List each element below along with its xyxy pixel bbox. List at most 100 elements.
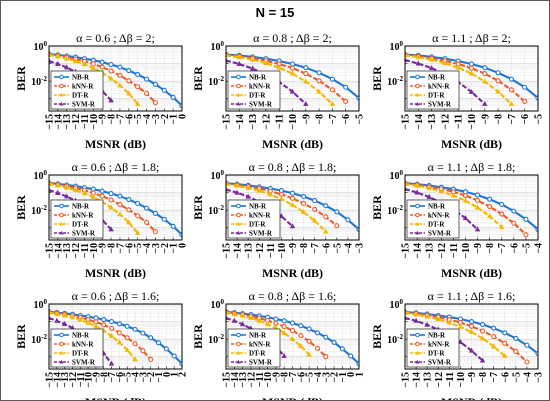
data-point-knn-r [99, 64, 105, 70]
data-point-dt-r [502, 352, 508, 358]
data-point-nb-r [511, 208, 517, 214]
legend-label-nb-r: NB-R [428, 332, 446, 340]
data-point-dt-r [490, 343, 497, 349]
data-point-dt-r [508, 100, 515, 106]
legend-marker-knn-r [59, 212, 64, 218]
x-tick-label: −7 [489, 372, 500, 383]
data-point-svm-r [226, 314, 229, 320]
chart-6: −15 −14 −13 −12 −11 −10 −9 −8 −7 −6 −5 −4 100 10-2 α =… [370, 160, 545, 280]
data-point-dt-r [298, 343, 304, 349]
x-axis-label: MSNR (dB) [262, 266, 323, 280]
chart-title: α = 0.6 ; Δβ = 1.8; [72, 160, 160, 174]
data-point-knn-r [126, 207, 132, 213]
x-tick-label: −7 [288, 372, 299, 383]
data-point-knn-r [482, 71, 488, 77]
x-tick-label: −6 [124, 243, 135, 254]
x-tick-label: −13 [425, 243, 436, 259]
data-point-dt-r [482, 78, 488, 84]
data-point-nb-r [312, 198, 318, 204]
x-tick-label: −12 [261, 114, 272, 130]
x-tick-label: 0 [346, 372, 357, 377]
data-point-knn-r [132, 341, 138, 347]
legend-label-svm-r: SVM-R [72, 359, 96, 367]
data-point-knn-r [143, 90, 150, 96]
legend-marker-dt-r [415, 221, 420, 226]
y-tick-label: 10-2 [31, 204, 47, 217]
data-point-dt-r [72, 187, 79, 193]
y-axis-label: BER [14, 66, 28, 91]
x-tick-label: −3 [534, 372, 545, 383]
data-point-dt-r [303, 78, 309, 84]
x-tick-label: −15 [222, 243, 233, 259]
data-point-nb-r [329, 76, 335, 82]
data-point-knn-r [323, 354, 329, 360]
x-tick-label: −2 [160, 243, 171, 254]
data-point-knn-r [140, 348, 146, 354]
legend-marker-svm-r [59, 359, 64, 364]
data-point-svm-r [474, 226, 481, 232]
data-point-svm-r [415, 60, 422, 66]
y-axis-label: BER [370, 195, 384, 220]
data-point-nb-r [117, 193, 123, 199]
x-tick-label: −5 [123, 372, 134, 383]
data-point-dt-r [329, 100, 336, 106]
y-tick-label: 10-2 [208, 204, 224, 217]
data-point-dt-r [134, 100, 141, 106]
data-point-dt-r [69, 314, 76, 320]
x-tick-label: −15 [401, 243, 412, 259]
data-point-nb-r [163, 346, 169, 352]
data-point-knn-r [99, 193, 105, 199]
x-axis-label: MSNR (dB) [441, 266, 502, 280]
data-point-dt-r [479, 335, 486, 341]
data-point-svm-r [49, 57, 52, 63]
data-point-dt-r [234, 182, 240, 188]
data-point-dt-r [256, 317, 262, 323]
data-point-dt-r [108, 333, 115, 338]
x-tick-label: −5 [355, 114, 366, 125]
data-point-knn-r [499, 211, 505, 217]
data-point-svm-r [49, 314, 52, 320]
data-point-nb-r [143, 205, 150, 211]
data-point-nb-r [482, 65, 488, 71]
legend-marker-knn-r [236, 83, 241, 89]
data-point-dt-r [239, 312, 246, 318]
data-point-nb-r [523, 216, 529, 222]
data-point-nb-r [281, 318, 287, 324]
x-tick-label: −3 [151, 243, 162, 254]
x-tick-label: −6 [509, 243, 520, 254]
x-tick-label: −9 [473, 243, 484, 254]
data-point-svm-r [239, 321, 246, 327]
x-tick-label: −7 [328, 114, 339, 125]
data-point-nb-r [135, 71, 141, 78]
data-point-dt-r [90, 194, 97, 200]
data-point-dt-r [64, 55, 70, 61]
x-tick-label: −2 [330, 372, 341, 383]
legend-label-svm-r: SVM-R [72, 230, 96, 238]
x-tick-label: 1 [355, 372, 366, 377]
data-point-knn-r [312, 206, 318, 212]
data-point-dt-r [117, 211, 123, 217]
data-point-dt-r [61, 312, 68, 318]
legend-marker-knn-r [59, 341, 64, 347]
x-tick-label: −14 [53, 114, 64, 130]
chart-title: α = 0.6 ; Δβ = 2; [76, 31, 155, 45]
x-tick-label: −9 [271, 372, 282, 383]
data-point-dt-r [226, 309, 229, 315]
data-point-dt-r [77, 316, 84, 322]
data-point-dt-r [413, 311, 419, 317]
data-point-nb-r [161, 216, 167, 222]
x-tick-label: −5 [521, 243, 532, 254]
y-tick-label: 10-2 [208, 75, 224, 88]
x-tick-label: 1 [170, 372, 181, 377]
data-point-nb-r [273, 316, 279, 322]
x-tick-label: −14 [230, 372, 241, 388]
data-point-knn-r [508, 87, 514, 93]
data-point-nb-r [152, 81, 158, 87]
chart-2: −15 −14 −13 −12 −11 −10 −9 −8 −7 −6 −5 100 10-2 α = 0… [191, 31, 366, 151]
x-tick-label: −15 [401, 114, 412, 130]
x-tick-label: −9 [288, 243, 299, 254]
data-point-knn-r [474, 197, 481, 203]
x-tick-label: −5 [534, 114, 545, 125]
data-point-knn-r [314, 345, 320, 351]
data-point-knn-r [495, 78, 501, 84]
